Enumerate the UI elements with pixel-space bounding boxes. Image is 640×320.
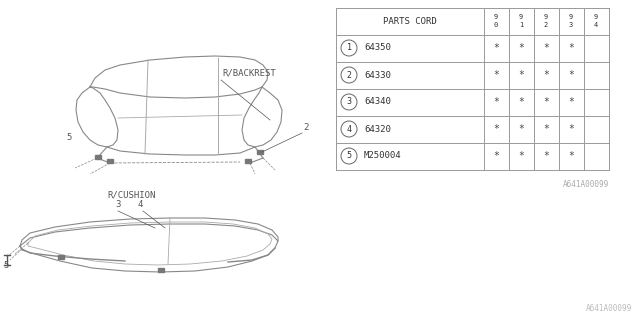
Bar xyxy=(95,155,101,159)
Text: *: * xyxy=(568,70,574,80)
Text: M250004: M250004 xyxy=(364,151,402,161)
Text: 64340: 64340 xyxy=(364,98,391,107)
Text: 5: 5 xyxy=(3,261,8,270)
Text: *: * xyxy=(518,43,524,53)
Text: *: * xyxy=(543,97,549,107)
Bar xyxy=(107,159,113,163)
Text: 4: 4 xyxy=(138,200,143,209)
Text: 2: 2 xyxy=(544,22,548,28)
Text: 3: 3 xyxy=(569,22,573,28)
Bar xyxy=(257,150,263,154)
Bar xyxy=(158,268,164,272)
Text: *: * xyxy=(568,151,574,161)
Text: 5: 5 xyxy=(346,151,351,161)
Text: 1: 1 xyxy=(519,22,523,28)
Text: *: * xyxy=(493,124,499,134)
Text: 4: 4 xyxy=(346,124,351,133)
Text: 2: 2 xyxy=(303,123,308,132)
Text: 64320: 64320 xyxy=(364,124,391,133)
Text: 9: 9 xyxy=(519,14,523,20)
Text: R/BACKREST: R/BACKREST xyxy=(222,69,276,78)
Text: *: * xyxy=(493,151,499,161)
Text: 3: 3 xyxy=(115,200,120,209)
Text: *: * xyxy=(543,151,549,161)
Text: R/CUSHION: R/CUSHION xyxy=(107,190,156,199)
Text: *: * xyxy=(543,70,549,80)
Text: 9: 9 xyxy=(494,14,498,20)
Text: 3: 3 xyxy=(346,98,351,107)
Text: 64330: 64330 xyxy=(364,70,391,79)
Text: *: * xyxy=(543,43,549,53)
Bar xyxy=(245,159,251,163)
Text: PARTS CORD: PARTS CORD xyxy=(383,17,437,26)
Text: *: * xyxy=(493,97,499,107)
Text: *: * xyxy=(568,43,574,53)
Text: *: * xyxy=(568,97,574,107)
Text: *: * xyxy=(493,43,499,53)
Bar xyxy=(58,255,64,259)
Text: 64350: 64350 xyxy=(364,44,391,52)
Text: A641A00099: A641A00099 xyxy=(586,304,632,313)
Text: *: * xyxy=(518,124,524,134)
Text: 1: 1 xyxy=(346,44,351,52)
Text: *: * xyxy=(493,70,499,80)
Text: *: * xyxy=(543,124,549,134)
Text: *: * xyxy=(518,70,524,80)
Text: 0: 0 xyxy=(494,22,498,28)
Text: 9: 9 xyxy=(544,14,548,20)
Text: 4: 4 xyxy=(594,22,598,28)
Text: *: * xyxy=(518,151,524,161)
Text: A641A00099: A641A00099 xyxy=(563,180,609,189)
Text: 5: 5 xyxy=(66,133,72,142)
Text: 2: 2 xyxy=(346,70,351,79)
Text: 9: 9 xyxy=(569,14,573,20)
Text: *: * xyxy=(518,97,524,107)
Text: *: * xyxy=(568,124,574,134)
Text: 9: 9 xyxy=(594,14,598,20)
